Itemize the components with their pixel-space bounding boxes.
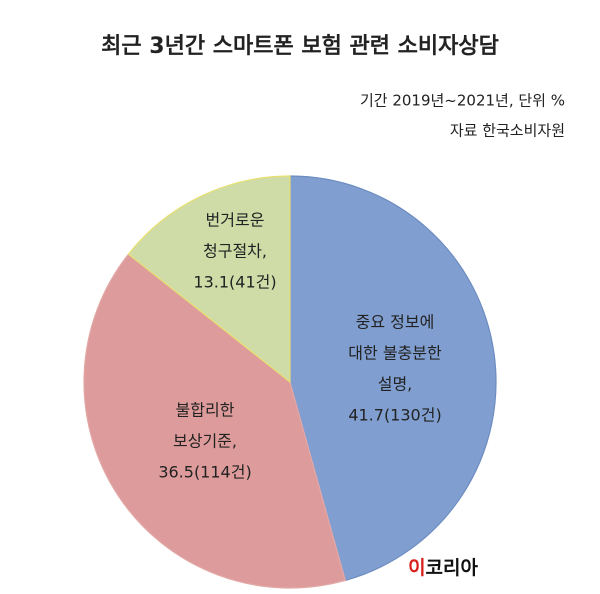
slice-label: 불합리한 (176, 401, 235, 420)
pie-slice (83, 253, 347, 589)
slice-label: 청구절차, (203, 242, 267, 261)
pie-slice (127, 175, 291, 384)
value-label: 41.7(130건) (348, 406, 441, 425)
slice-label: 보상기준, (173, 432, 237, 451)
subtitle: 자료 한국소비자원 (450, 122, 565, 140)
chart-title: 최근 3년간 스마트폰 보험 관련 소비자상담 (101, 33, 499, 59)
slice-label: 대한 불충분한 (348, 344, 442, 363)
slice-label: 번거로운 (206, 211, 265, 230)
subtitle: 기간 2019년~2021년, 단위 % (360, 92, 565, 110)
slice-label: 중요 정보에 (356, 313, 435, 332)
logo-mark: 이 (408, 557, 425, 579)
pie-slice (289, 175, 497, 582)
value-label: 36.5(114건) (158, 463, 251, 482)
logo-text: 코리아 (426, 557, 479, 579)
slice-label: 설명, (378, 375, 413, 394)
logo: 이코리아 (408, 557, 478, 579)
value-label: 13.1(41건) (193, 273, 276, 292)
